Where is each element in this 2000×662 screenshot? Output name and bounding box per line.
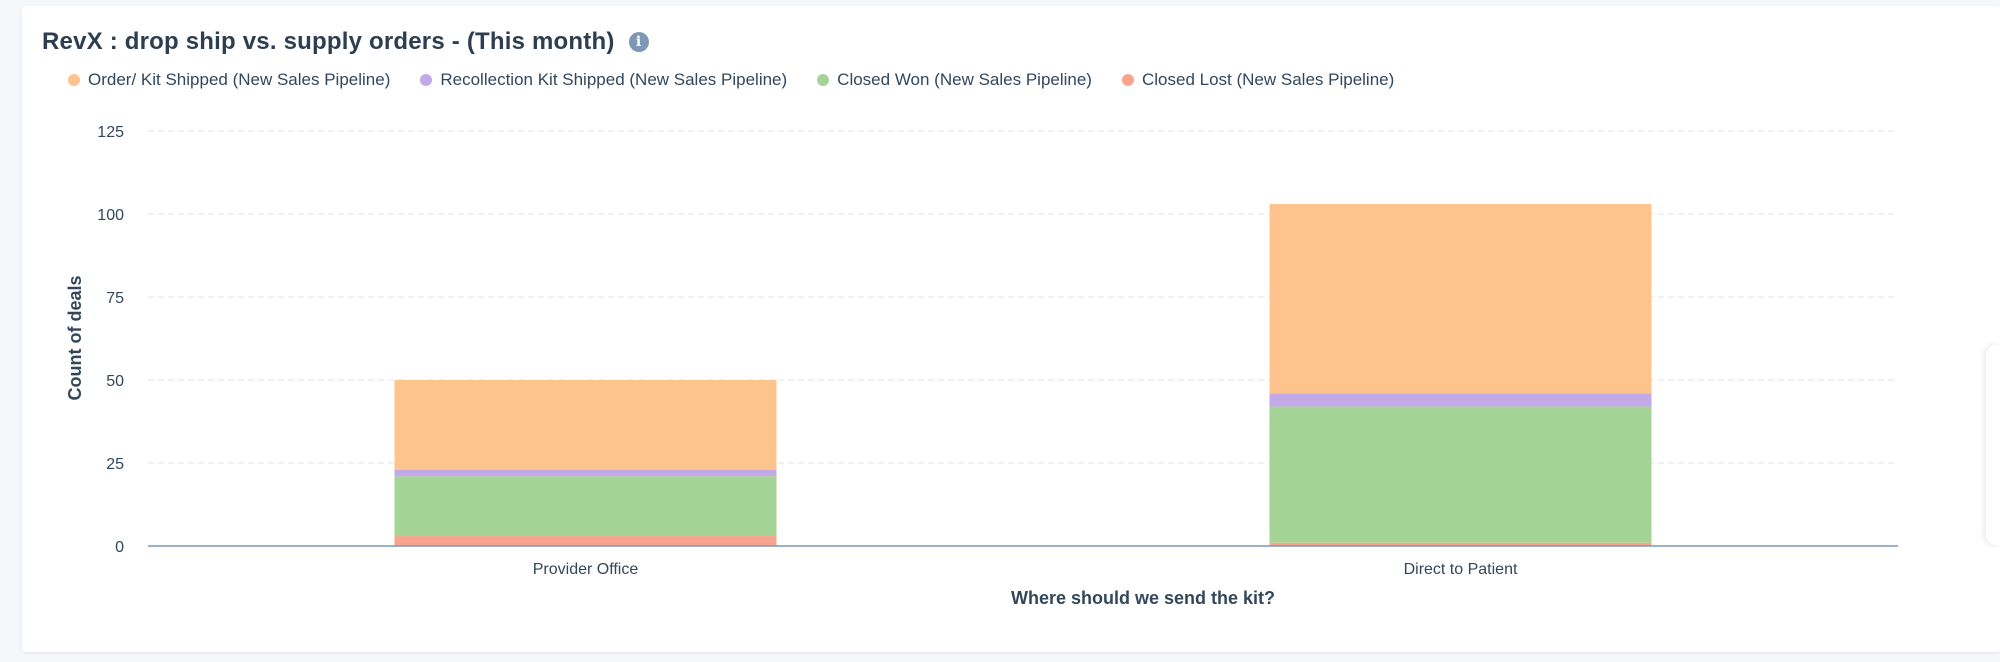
legend-label: Order/ Kit Shipped (New Sales Pipeline) bbox=[88, 70, 391, 89]
bar-segment-0-3 bbox=[394, 380, 777, 470]
side-panel-tab[interactable] bbox=[1986, 345, 2000, 545]
bar-segment-1-3 bbox=[1269, 204, 1652, 394]
y-axis-title: Count of deals bbox=[65, 276, 85, 401]
info-icon[interactable]: i bbox=[628, 32, 649, 52]
y-tick-label: 125 bbox=[97, 124, 124, 141]
title-row: RevX : drop ship vs. supply orders - (Th… bbox=[42, 28, 649, 56]
legend-dot bbox=[68, 74, 80, 86]
chart-legend: Order/ Kit Shipped (New Sales Pipeline) … bbox=[68, 70, 1424, 90]
legend-label: Closed Lost (New Sales Pipeline) bbox=[1141, 70, 1395, 89]
bar-segment-0-1 bbox=[394, 476, 777, 537]
legend-label: Recollection Kit Shipped (New Sales Pipe… bbox=[440, 70, 788, 89]
legend-dot bbox=[817, 74, 830, 86]
y-tick-label: 100 bbox=[97, 207, 124, 224]
legend-item-recollection-kit-shipped[interactable]: Recollection Kit Shipped (New Sales Pipe… bbox=[420, 70, 787, 90]
x-tick-label: Provider Office bbox=[533, 561, 639, 578]
y-tick-label: 0 bbox=[115, 539, 124, 556]
chart-title: RevX : drop ship vs. supply orders - (Th… bbox=[42, 28, 615, 55]
report-card: RevX : drop ship vs. supply orders - (Th… bbox=[22, 6, 2000, 652]
legend-item-order-kit-shipped[interactable]: Order/ Kit Shipped (New Sales Pipeline) bbox=[68, 70, 390, 90]
legend-label: Closed Won (New Sales Pipeline) bbox=[837, 70, 1092, 89]
x-tick-label: Direct to Patient bbox=[1404, 561, 1518, 578]
legend-dot bbox=[1121, 74, 1134, 86]
y-tick-label: 75 bbox=[106, 290, 124, 307]
x-axis-title: Where should we send the kit? bbox=[1011, 588, 1275, 608]
bar-segment-1-1 bbox=[1269, 406, 1652, 543]
bar-segment-0-2 bbox=[394, 469, 777, 477]
bar-segment-0-0 bbox=[394, 536, 777, 546]
y-tick-label: 25 bbox=[106, 456, 124, 473]
y-tick-label: 50 bbox=[106, 373, 124, 390]
legend-item-closed-won[interactable]: Closed Won (New Sales Pipeline) bbox=[817, 70, 1092, 90]
legend-dot bbox=[420, 74, 433, 86]
bar-segment-1-0 bbox=[1269, 542, 1652, 546]
legend-item-closed-lost[interactable]: Closed Lost (New Sales Pipeline) bbox=[1121, 70, 1395, 90]
bar-segment-1-2 bbox=[1269, 393, 1652, 407]
